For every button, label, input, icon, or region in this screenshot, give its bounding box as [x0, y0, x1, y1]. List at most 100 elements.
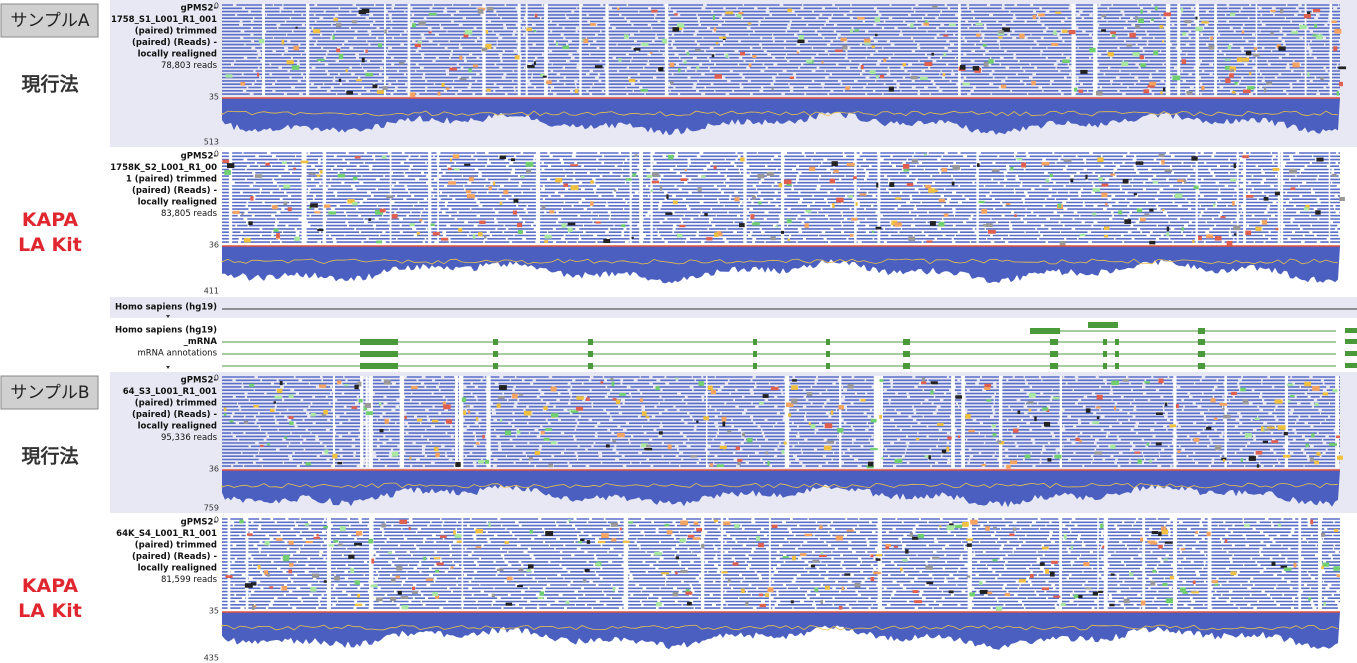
mismatch	[779, 183, 783, 187]
mismatch	[1170, 576, 1174, 580]
exon	[1345, 339, 1357, 344]
mismatch	[677, 234, 682, 238]
mismatch	[839, 606, 842, 610]
mismatch	[741, 589, 745, 594]
mismatch	[968, 430, 974, 433]
mismatch	[289, 563, 293, 567]
mismatch	[982, 464, 987, 466]
exon	[588, 339, 593, 345]
track-name: 1758_S1_L001_R1_001	[111, 15, 217, 25]
mismatch	[1099, 177, 1103, 181]
mismatch	[1294, 563, 1297, 568]
mismatch	[765, 593, 769, 597]
read-count: 83,805 reads	[161, 209, 218, 219]
mismatch	[459, 56, 462, 60]
mismatch	[768, 587, 774, 592]
mismatch	[976, 34, 980, 37]
mismatch	[1133, 52, 1140, 56]
mismatch	[1165, 403, 1168, 407]
mismatch	[482, 435, 484, 439]
mismatch	[1062, 30, 1068, 33]
mismatch	[543, 76, 547, 78]
read-gap	[360, 376, 363, 468]
read-gap	[1243, 152, 1246, 244]
mismatch	[969, 592, 975, 596]
mismatch	[224, 170, 231, 175]
mismatch	[1291, 31, 1298, 34]
mismatch	[749, 64, 752, 67]
mismatch	[788, 413, 791, 416]
method-label: LA Kit	[18, 234, 82, 256]
mismatch	[922, 377, 925, 381]
mismatch	[1010, 460, 1017, 464]
exon	[360, 351, 398, 357]
mismatch	[680, 570, 687, 573]
mismatch	[332, 35, 334, 40]
mismatch	[265, 163, 269, 166]
mismatch	[868, 462, 873, 467]
mismatch	[847, 530, 854, 532]
mismatch	[402, 605, 409, 609]
mismatch	[357, 594, 360, 598]
mismatch	[640, 398, 643, 402]
mismatch	[1129, 572, 1133, 575]
mismatch	[786, 184, 791, 186]
mismatch	[575, 89, 579, 93]
mismatch	[1124, 599, 1130, 604]
mismatch	[676, 377, 678, 379]
mismatch	[451, 566, 454, 568]
mismatch	[1064, 159, 1072, 162]
mismatch	[661, 572, 669, 574]
read-gap	[459, 376, 463, 468]
scale-label: 435	[204, 654, 219, 663]
mismatch	[401, 596, 408, 599]
mismatch	[466, 405, 469, 407]
mismatch	[722, 422, 725, 427]
exon	[903, 351, 910, 357]
mismatch	[426, 578, 433, 581]
read-gap	[1224, 376, 1226, 468]
mismatch	[678, 68, 680, 72]
mismatch	[1045, 569, 1049, 574]
mismatch	[1264, 429, 1270, 431]
mismatch	[895, 222, 902, 226]
mismatch	[660, 186, 662, 191]
mismatch	[1093, 188, 1101, 192]
mismatch	[443, 404, 450, 409]
mismatch	[928, 188, 935, 193]
mismatch	[1311, 433, 1314, 437]
mismatch	[244, 421, 248, 424]
mismatch	[274, 228, 279, 231]
mismatch	[1234, 233, 1237, 235]
read-count: 95,336 reads	[161, 433, 218, 443]
mismatch	[538, 597, 544, 599]
exon	[493, 363, 498, 369]
mismatch	[1135, 16, 1137, 20]
mismatch	[1098, 591, 1103, 593]
mismatch	[939, 199, 945, 202]
mismatch	[870, 448, 877, 450]
read-gap	[839, 376, 841, 468]
mismatch	[679, 225, 685, 227]
mismatch	[875, 17, 880, 22]
mismatch	[288, 207, 292, 211]
exon	[588, 363, 593, 369]
mismatch	[241, 213, 243, 216]
read-gap	[400, 376, 404, 468]
mismatch	[1108, 52, 1114, 56]
mismatch	[1160, 91, 1162, 94]
mismatch	[665, 524, 670, 526]
exon	[1115, 339, 1119, 345]
mismatch	[469, 177, 474, 182]
mismatch	[518, 568, 523, 571]
mismatch	[371, 584, 378, 587]
mismatch	[497, 404, 501, 408]
mismatch	[992, 424, 996, 427]
mismatch	[1231, 392, 1237, 395]
mismatch	[926, 582, 933, 585]
mismatch	[317, 174, 321, 176]
mismatch	[662, 39, 667, 44]
mismatch	[610, 378, 613, 381]
mismatch	[836, 198, 843, 203]
mismatch	[576, 407, 583, 411]
